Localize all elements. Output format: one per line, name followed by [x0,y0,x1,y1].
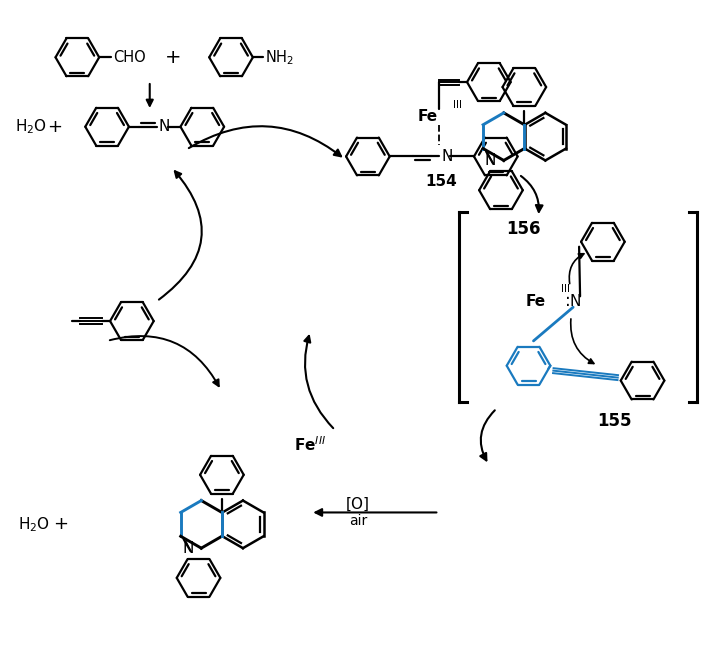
Text: H$_2$O: H$_2$O [15,118,47,136]
Text: N: N [159,119,170,134]
Text: NH$_2$: NH$_2$ [264,48,294,67]
Text: Fe: Fe [417,109,437,124]
Text: +: + [165,48,182,67]
Text: +: + [47,118,62,136]
Text: III: III [453,100,462,110]
Text: N: N [569,293,581,309]
Text: III: III [562,284,570,294]
Text: H$_2$O: H$_2$O [18,515,50,533]
Text: Fe$^{III}$: Fe$^{III}$ [294,436,326,454]
Text: :: : [565,292,571,310]
Text: 155: 155 [598,412,632,430]
Text: N: N [485,153,496,168]
Text: +: + [53,516,68,533]
Text: air: air [349,514,367,528]
Text: N: N [182,541,194,556]
Text: N: N [441,149,452,164]
Text: Fe: Fe [525,293,545,309]
Text: 154: 154 [425,175,457,189]
Text: CHO: CHO [113,50,146,65]
Text: 156: 156 [506,220,541,238]
Text: [O]: [O] [346,497,370,512]
